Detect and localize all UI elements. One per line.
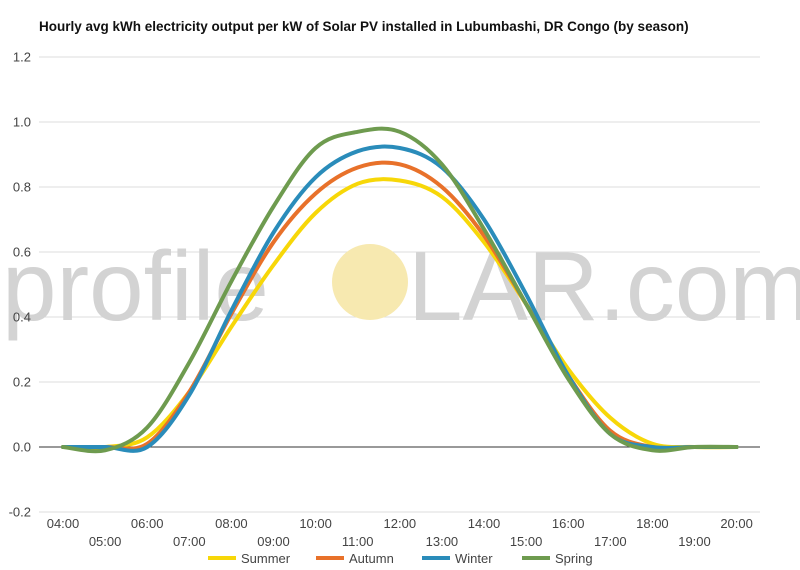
series-line-spring: [61, 126, 739, 454]
legend-label: Summer: [241, 551, 291, 566]
y-tick-label: 0.0: [13, 440, 31, 455]
legend-label: Autumn: [349, 551, 394, 566]
x-tick-label: 13:00: [426, 534, 459, 549]
y-tick-label: 1.2: [13, 50, 31, 65]
legend-label: Spring: [555, 551, 593, 566]
x-tick-label: 09:00: [257, 534, 290, 549]
y-tick-label: -0.2: [9, 505, 31, 520]
watermark: profile LAR.com: [2, 231, 800, 341]
x-tick-label: 20:00: [720, 516, 753, 531]
y-axis-ticks: -0.2 0.0 0.2 0.4 0.6 0.8 1.0 1.2: [9, 50, 31, 520]
y-tick-label: 0.2: [13, 375, 31, 390]
x-tick-label: 19:00: [678, 534, 711, 549]
watermark-text-right: LAR.com: [408, 231, 800, 341]
x-tick-label: 08:00: [215, 516, 248, 531]
x-tick-label: 06:00: [131, 516, 164, 531]
y-tick-label: 1.0: [13, 115, 31, 130]
legend: Summer Autumn Winter Spring: [208, 551, 593, 566]
x-tick-label: 11:00: [342, 534, 374, 549]
x-axis-ticks: 04:00 05:00 06:00 07:00 08:00 09:00 10:00 11:00…: [47, 516, 753, 549]
x-tick-label: 12:00: [384, 516, 417, 531]
watermark-sun-icon: [332, 244, 408, 320]
x-tick-label: 15:00: [510, 534, 543, 549]
y-tick-label: 0.4: [13, 310, 31, 325]
x-tick-label: 05:00: [89, 534, 122, 549]
x-tick-label: 14:00: [468, 516, 501, 531]
y-tick-label: 0.6: [13, 245, 31, 260]
x-tick-label: 04:00: [47, 516, 80, 531]
x-tick-label: 07:00: [173, 534, 206, 549]
series-lines: [61, 126, 739, 454]
chart-title: Hourly avg kWh electricity output per kW…: [39, 19, 689, 34]
x-tick-label: 17:00: [594, 534, 627, 549]
x-tick-label: 16:00: [552, 516, 585, 531]
y-tick-label: 0.8: [13, 180, 31, 195]
x-tick-label: 18:00: [636, 516, 669, 531]
x-tick-label: 10:00: [299, 516, 332, 531]
legend-label: Winter: [455, 551, 493, 566]
